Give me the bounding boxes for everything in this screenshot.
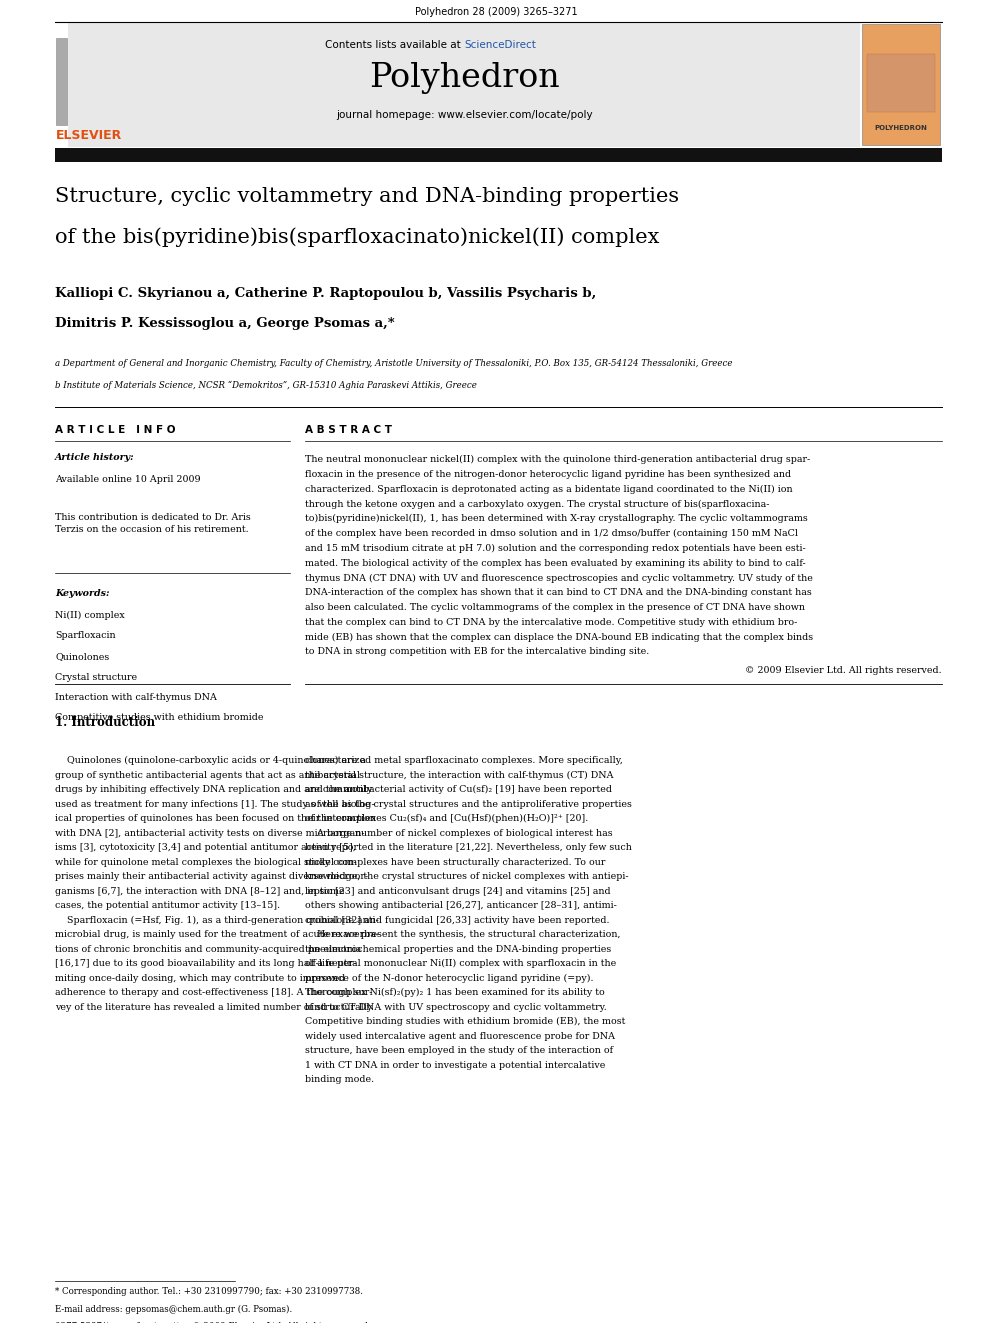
Text: with DNA [2], antibacterial activity tests on diverse microorgan-: with DNA [2], antibacterial activity tes… xyxy=(55,828,365,837)
Text: binding mode.: binding mode. xyxy=(305,1076,374,1085)
Text: [16,17] due to its good bioavailability and its long half-life per-: [16,17] due to its good bioavailability … xyxy=(55,959,357,968)
Text: Sparfloxacin (=Hsf, Fig. 1), as a third-generation quinolone anti-: Sparfloxacin (=Hsf, Fig. 1), as a third-… xyxy=(55,916,379,925)
Text: * Corresponding author. Tel.: +30 2310997790; fax: +30 2310997738.: * Corresponding author. Tel.: +30 231099… xyxy=(55,1287,363,1297)
Text: DNA-interaction of the complex has shown that it can bind to CT DNA and the DNA-: DNA-interaction of the complex has shown… xyxy=(305,589,811,597)
Bar xyxy=(56,38,67,124)
Text: Polyhedron: Polyhedron xyxy=(369,62,559,94)
Text: that the complex can bind to CT DNA by the intercalative mode. Competitive study: that the complex can bind to CT DNA by t… xyxy=(305,618,798,627)
Text: adherence to therapy and cost-effectiveness [18]. A thorough sur-: adherence to therapy and cost-effectiven… xyxy=(55,988,373,998)
Text: Polyhedron 28 (2009) 3265–3271: Polyhedron 28 (2009) 3265–3271 xyxy=(415,7,577,17)
Text: This contribution is dedicated to Dr. Aris
Terzis on the occasion of his retirem: This contribution is dedicated to Dr. Ar… xyxy=(55,513,251,534)
Text: journal homepage: www.elsevier.com/locate/poly: journal homepage: www.elsevier.com/locat… xyxy=(335,110,592,120)
Text: Sparfloxacin: Sparfloxacin xyxy=(55,631,116,640)
Text: through the ketone oxygen and a carboxylato oxygen. The crystal structure of bis: through the ketone oxygen and a carboxyl… xyxy=(305,499,770,508)
Text: structure, have been employed in the study of the interaction of: structure, have been employed in the stu… xyxy=(305,1046,613,1056)
Text: POLYHEDRON: POLYHEDRON xyxy=(875,124,928,131)
Text: others showing antibacterial [26,27], anticancer [28–31], antimi-: others showing antibacterial [26,27], an… xyxy=(305,901,617,910)
Text: miting once-daily dosing, which may contribute to improved: miting once-daily dosing, which may cont… xyxy=(55,974,345,983)
Text: the crystal structure, the interaction with calf-thymus (CT) DNA: the crystal structure, the interaction w… xyxy=(305,771,613,779)
Text: characterized. Sparfloxacin is deprotonated acting as a bidentate ligand coordin: characterized. Sparfloxacin is deprotona… xyxy=(305,484,793,493)
Text: of the complexes Cu₂(sf)₄ and [Cu(Hsf)(phen)(H₂O)]²⁺ [20].: of the complexes Cu₂(sf)₄ and [Cu(Hsf)(p… xyxy=(305,814,588,823)
Text: 1. Introduction: 1. Introduction xyxy=(55,716,155,729)
Text: mated. The biological activity of the complex has been evaluated by examining it: mated. The biological activity of the co… xyxy=(305,558,806,568)
Text: Competitive binding studies with ethidium bromide (EB), the most: Competitive binding studies with ethidiu… xyxy=(305,1017,625,1027)
Text: presence of the N-donor heterocyclic ligand pyridine (=py).: presence of the N-donor heterocyclic lig… xyxy=(305,974,593,983)
Text: Available online 10 April 2009: Available online 10 April 2009 xyxy=(55,475,200,484)
Text: Quinolones: Quinolones xyxy=(55,652,109,662)
Text: knowledge, the crystal structures of nickel complexes with antiepi-: knowledge, the crystal structures of nic… xyxy=(305,872,629,881)
Text: while for quinolone metal complexes the biological study com-: while for quinolone metal complexes the … xyxy=(55,857,357,867)
Text: Contents lists available at: Contents lists available at xyxy=(325,40,464,50)
Text: of a neutral mononuclear Ni(II) complex with sparfloxacin in the: of a neutral mononuclear Ni(II) complex … xyxy=(305,959,616,968)
Text: crobial [32] and fungicidal [26,33] activity have been reported.: crobial [32] and fungicidal [26,33] acti… xyxy=(305,916,609,925)
Text: © 2009 Elsevier Ltd. All rights reserved.: © 2009 Elsevier Ltd. All rights reserved… xyxy=(745,667,942,675)
Text: ELSEVIER: ELSEVIER xyxy=(56,130,122,142)
Text: of the complex have been recorded in dmso solution and in 1/2 dmso/buffer (conta: of the complex have been recorded in dms… xyxy=(305,529,798,538)
Text: group of synthetic antibacterial agents that act as antibacterial: group of synthetic antibacterial agents … xyxy=(55,771,360,779)
Text: prises mainly their antibacterial activity against diverse microor-: prises mainly their antibacterial activi… xyxy=(55,872,368,881)
Text: nickel complexes have been structurally characterized. To our: nickel complexes have been structurally … xyxy=(305,857,605,867)
Text: Ni(II) complex: Ni(II) complex xyxy=(55,611,125,620)
Text: The neutral mononuclear nickel(II) complex with the quinolone third-generation a: The neutral mononuclear nickel(II) compl… xyxy=(305,455,810,464)
Text: floxacin in the presence of the nitrogen-donor heterocyclic ligand pyridine has : floxacin in the presence of the nitrogen… xyxy=(305,470,792,479)
Text: A B S T R A C T: A B S T R A C T xyxy=(305,425,392,435)
Text: characterized metal sparfloxacinato complexes. More specifically,: characterized metal sparfloxacinato comp… xyxy=(305,757,623,765)
Text: A R T I C L E   I N F O: A R T I C L E I N F O xyxy=(55,425,176,435)
Text: Interaction with calf-thymus DNA: Interaction with calf-thymus DNA xyxy=(55,693,217,703)
Text: to)bis(pyridine)nickel(II), 1, has been determined with X-ray crystallography. T: to)bis(pyridine)nickel(II), 1, has been … xyxy=(305,515,807,524)
Bar xyxy=(867,54,935,112)
Text: microbial drug, is mainly used for the treatment of acute exacerba-: microbial drug, is mainly used for the t… xyxy=(55,930,379,939)
Text: of the bis(pyridine)bis(sparfloxacinato)nickel(II) complex: of the bis(pyridine)bis(sparfloxacinato)… xyxy=(55,228,660,246)
Text: E-mail address: gepsomas@chem.auth.gr (G. Psomas).: E-mail address: gepsomas@chem.auth.gr (G… xyxy=(55,1304,293,1314)
Text: isms [3], cytotoxicity [3,4] and potential antitumor activity [5],: isms [3], cytotoxicity [3,4] and potenti… xyxy=(55,843,356,852)
Text: Dimitris P. Kessissoglou a, George Psomas a,*: Dimitris P. Kessissoglou a, George Psoma… xyxy=(55,318,395,329)
Text: been reported in the literature [21,22]. Nevertheless, only few such: been reported in the literature [21,22].… xyxy=(305,843,632,852)
Bar xyxy=(55,22,68,147)
Text: and 15 mM trisodium citrate at pH 7.0) solution and the corresponding redox pote: and 15 mM trisodium citrate at pH 7.0) s… xyxy=(305,544,806,553)
Text: Quinolones (quinolone-carboxylic acids or 4-quinolones) are a: Quinolones (quinolone-carboxylic acids o… xyxy=(55,757,366,765)
Text: and the antibacterial activity of Cu(sf)₂ [19] have been reported: and the antibacterial activity of Cu(sf)… xyxy=(305,785,612,794)
Text: ical properties of quinolones has been focused on their interaction: ical properties of quinolones has been f… xyxy=(55,814,376,823)
Text: also been calculated. The cyclic voltammograms of the complex in the presence of: also been calculated. The cyclic voltamm… xyxy=(305,603,805,613)
Text: mide (EB) has shown that the complex can displace the DNA-bound EB indicating th: mide (EB) has shown that the complex can… xyxy=(305,632,813,642)
Text: as well as the crystal structures and the antiproliferative properties: as well as the crystal structures and th… xyxy=(305,799,632,808)
Text: Article history:: Article history: xyxy=(55,452,135,462)
Text: leptic [23] and anticonvulsant drugs [24] and vitamins [25] and: leptic [23] and anticonvulsant drugs [24… xyxy=(305,886,611,896)
Text: used as treatment for many infections [1]. The study of the biolog-: used as treatment for many infections [1… xyxy=(55,799,375,808)
Text: A large number of nickel complexes of biological interest has: A large number of nickel complexes of bi… xyxy=(305,828,613,837)
Bar xyxy=(55,148,942,161)
Text: The complex Ni(sf)₂(py)₂ 1 has been examined for its ability to: The complex Ni(sf)₂(py)₂ 1 has been exam… xyxy=(305,988,605,998)
Bar xyxy=(68,22,860,147)
Bar xyxy=(862,24,940,146)
Text: widely used intercalative agent and fluorescence probe for DNA: widely used intercalative agent and fluo… xyxy=(305,1032,615,1041)
Text: cases, the potential antitumor activity [13–15].: cases, the potential antitumor activity … xyxy=(55,901,280,910)
Text: ScienceDirect: ScienceDirect xyxy=(464,40,536,50)
Text: b Institute of Materials Science, NCSR “Demokritos”, GR-15310 Aghia Paraskevi At: b Institute of Materials Science, NCSR “… xyxy=(55,381,477,390)
Text: Competitive studies with ethidium bromide: Competitive studies with ethidium bromid… xyxy=(55,713,264,722)
Text: to DNA in strong competition with EB for the intercalative binding site.: to DNA in strong competition with EB for… xyxy=(305,647,649,656)
Text: a Department of General and Inorganic Chemistry, Faculty of Chemistry, Aristotle: a Department of General and Inorganic Ch… xyxy=(55,359,732,368)
Text: the electrochemical properties and the DNA-binding properties: the electrochemical properties and the D… xyxy=(305,945,611,954)
Text: drugs by inhibiting effectively DNA replication and are commonly: drugs by inhibiting effectively DNA repl… xyxy=(55,785,372,794)
Text: Crystal structure: Crystal structure xyxy=(55,672,137,681)
Text: Kalliopi C. Skyrianou a, Catherine P. Raptopoulou b, Vassilis Psycharis b,: Kalliopi C. Skyrianou a, Catherine P. Ra… xyxy=(55,287,596,300)
Text: tions of chronic bronchitis and community-acquired pneumonia: tions of chronic bronchitis and communit… xyxy=(55,945,361,954)
Text: Here we present the synthesis, the structural characterization,: Here we present the synthesis, the struc… xyxy=(305,930,621,939)
Text: 1 with CT DNA in order to investigate a potential intercalative: 1 with CT DNA in order to investigate a … xyxy=(305,1061,605,1070)
Text: Keywords:: Keywords: xyxy=(55,589,109,598)
Text: ganisms [6,7], the interaction with DNA [8–12] and, in some: ganisms [6,7], the interaction with DNA … xyxy=(55,886,344,896)
Text: Structure, cyclic voltammetry and DNA-binding properties: Structure, cyclic voltammetry and DNA-bi… xyxy=(55,187,680,206)
Text: thymus DNA (CT DNA) with UV and fluorescence spectroscopies and cyclic voltammet: thymus DNA (CT DNA) with UV and fluoresc… xyxy=(305,573,812,582)
Text: bind to CT DNA with UV spectroscopy and cyclic voltammetry.: bind to CT DNA with UV spectroscopy and … xyxy=(305,1003,607,1012)
Text: vey of the literature has revealed a limited number of structurally: vey of the literature has revealed a lim… xyxy=(55,1003,372,1012)
